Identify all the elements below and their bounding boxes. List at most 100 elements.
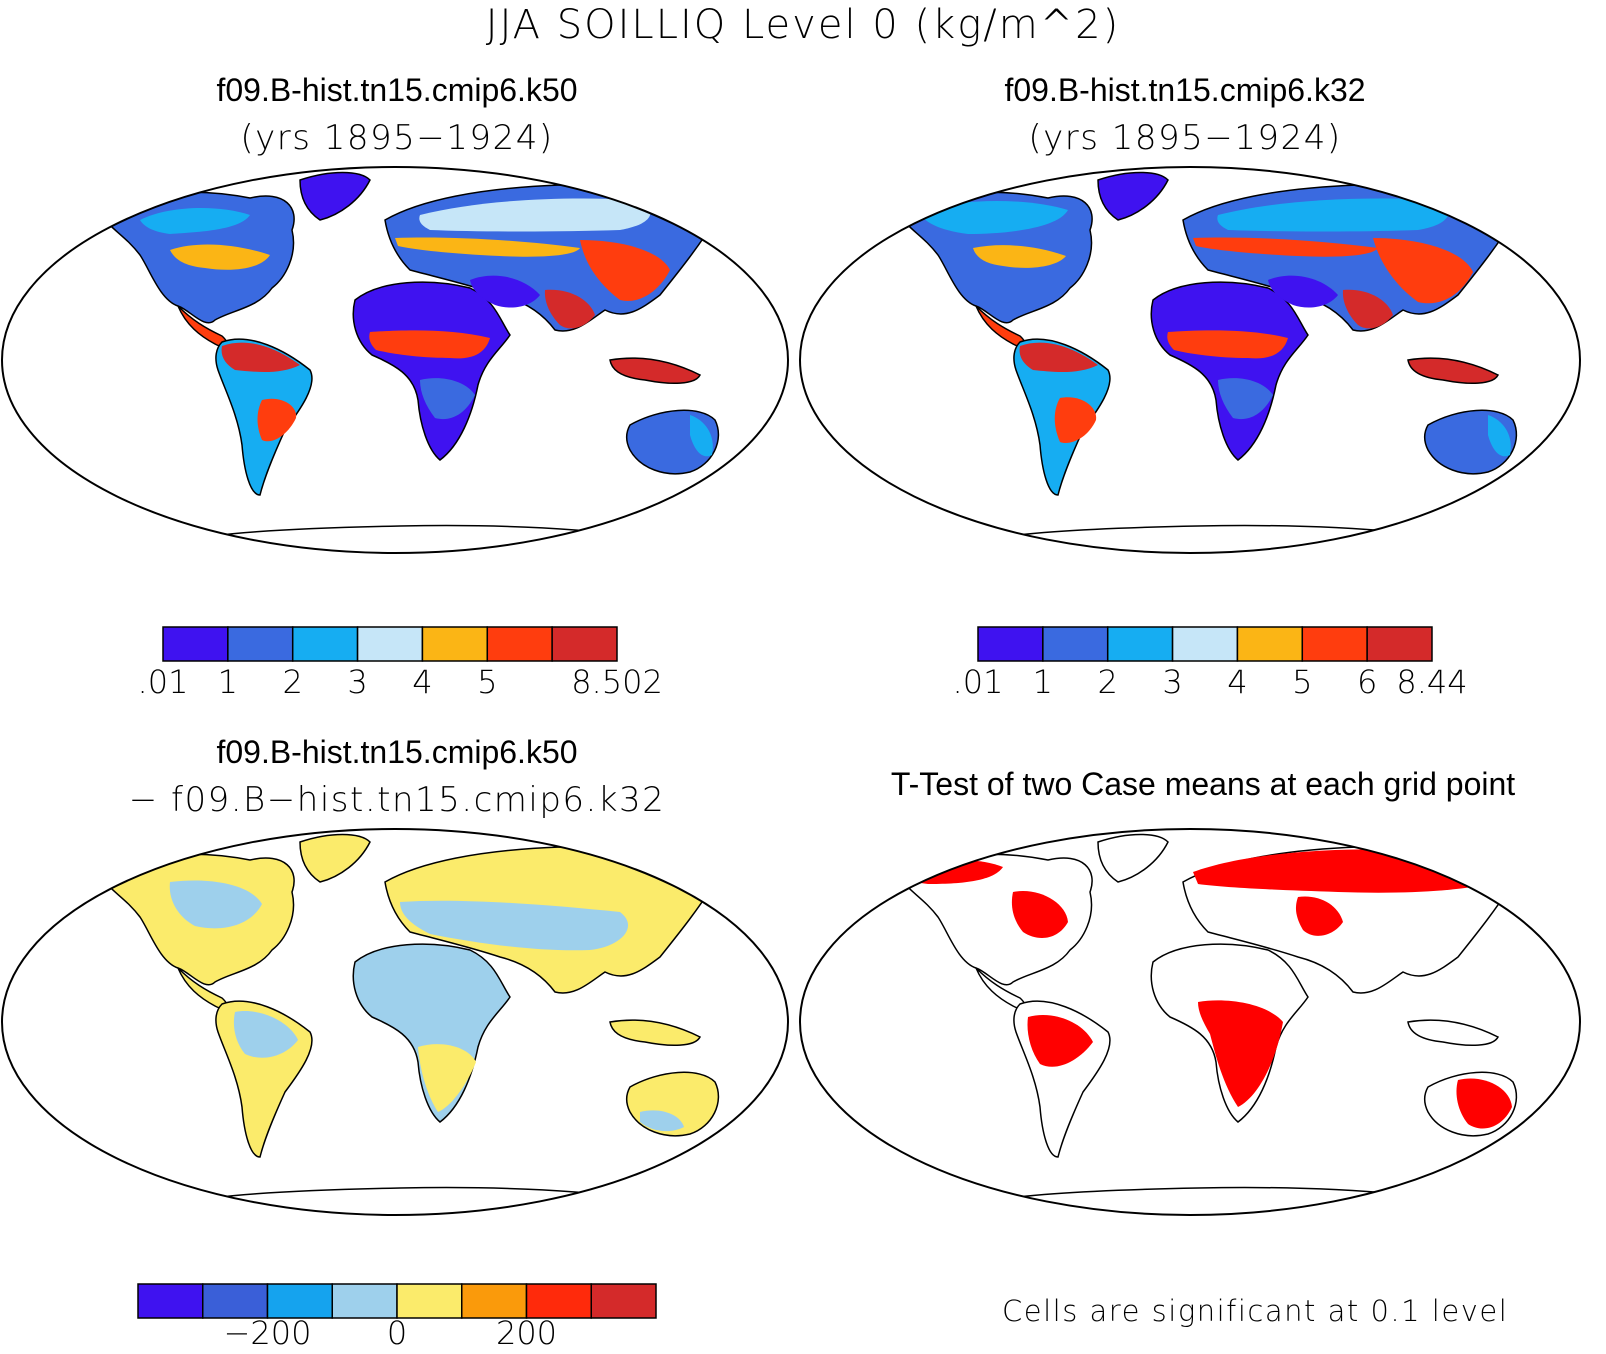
colorbar-swatch	[1171, 626, 1239, 662]
colorbar-tick-label: 3	[347, 663, 368, 701]
colorbar-1-labels: .01 1 2 3 4 5 8.502	[138, 663, 663, 703]
africa-land	[352, 281, 511, 461]
colorbar-swatch	[162, 626, 229, 662]
colorbar-swatch	[1106, 626, 1174, 662]
africa-cyan-south	[420, 378, 475, 420]
africa-land	[1150, 281, 1309, 461]
colorbar-tick-label: 0	[386, 1314, 408, 1352]
greenland-land	[299, 171, 371, 221]
asia-red-east	[1373, 238, 1473, 304]
eurasia-significant	[1193, 849, 1498, 893]
panel-2-title: f09.B-hist.tn15.cmip6.k32	[1004, 72, 1366, 108]
africa-red-band	[1167, 330, 1288, 359]
colorbar-swatch	[266, 1283, 333, 1319]
india-red	[544, 289, 595, 329]
colorbar-swatch	[137, 1283, 204, 1319]
se-asia-islands	[1407, 1019, 1500, 1047]
na-significant-east	[1011, 891, 1068, 938]
eurasia-blue-diff	[400, 900, 629, 951]
eurasia-lightblue-north	[419, 198, 651, 232]
colorbar-tick-label: 5	[477, 663, 498, 701]
panel-2-subtitle: (yrs 1895−1924)	[1028, 118, 1342, 158]
sa-red-amazon	[1019, 342, 1098, 373]
sa-red-southeast	[1054, 397, 1097, 444]
colorbar-swatch	[977, 626, 1044, 662]
significance-note: Cells are significant at 0.1 level	[1002, 1294, 1509, 1328]
colorbar-tick-label: 2	[282, 663, 303, 701]
colorbar-tick-label: −200	[223, 1314, 312, 1352]
colorbar-swatch	[525, 1283, 592, 1319]
colorbar-tick-label: 1	[217, 663, 239, 701]
colorbar-tick-label: 2	[1097, 663, 1118, 701]
eurasia-orange-band	[395, 237, 580, 257]
colorbar-3-swatches	[137, 1283, 657, 1319]
map-panel-2	[799, 166, 1581, 554]
colorbar-3-labels: −200 0 200	[138, 1314, 656, 1354]
colorbar-swatch	[590, 1283, 657, 1319]
na-orange-band	[973, 245, 1066, 268]
antarctica-coast	[149, 1186, 721, 1215]
na-cyan-zone	[140, 208, 250, 234]
sa-significant	[1027, 1014, 1093, 1067]
panel-3-title: f09.B-hist.tn15.cmip6.k50	[216, 734, 578, 770]
australia-blue-diff	[640, 1110, 684, 1132]
australia-cyan-east	[690, 415, 713, 457]
colorbar-tick-label: .01	[137, 663, 189, 701]
africa-significant	[1198, 1000, 1283, 1107]
india-red	[1342, 289, 1393, 329]
na-blue-diff	[169, 880, 262, 929]
colorbar-tick-label: 1	[1032, 663, 1054, 701]
colorbar-swatch	[291, 626, 359, 662]
colorbar-tick-label: 8.502	[571, 663, 663, 701]
africa-cyan-south	[1218, 378, 1273, 420]
middle-east-blue	[470, 275, 540, 308]
colorbar-swatch	[331, 1283, 398, 1319]
colorbar-swatch	[461, 1283, 528, 1319]
colorbar-tick-label: 8.44	[1396, 663, 1468, 701]
eurasia-cyan-north	[1217, 198, 1449, 232]
colorbar-2-swatches	[977, 626, 1433, 662]
colorbar-swatch	[551, 626, 618, 662]
figure-title: JJA SOILLIQ Level 0 (kg/m^2)	[485, 2, 1121, 48]
asia-red-east	[580, 240, 670, 301]
antarctica-coast	[149, 524, 721, 553]
colorbar-1: .01 1 2 3 4 5 8.502	[138, 626, 663, 701]
asia-significant	[1295, 896, 1343, 936]
colorbar-tick-label: 4	[1227, 663, 1248, 701]
africa-land	[352, 943, 511, 1123]
sa-red-amazon	[221, 342, 300, 373]
north-america-land	[897, 853, 1093, 986]
colorbar-3: −200 0 200	[137, 1283, 657, 1352]
greenland-land	[1097, 171, 1169, 221]
australia-cyan-east	[1488, 415, 1511, 457]
australia-significant	[1456, 1078, 1512, 1129]
na-cyan-zone	[918, 201, 1068, 234]
na-orange-band	[170, 244, 270, 270]
greenland-land	[299, 833, 371, 883]
colorbar-swatch	[202, 1283, 269, 1319]
colorbar-swatch	[1301, 626, 1368, 662]
panel-1-subtitle: (yrs 1895−1924)	[240, 118, 554, 158]
colorbar-tick-label: 6	[1356, 663, 1378, 701]
map-panel-1	[1, 166, 789, 554]
colorbar-tick-label: 5	[1292, 663, 1313, 701]
colorbar-swatch	[1236, 626, 1304, 662]
colorbar-2-labels: .01 1 2 3 4 5 6 8.44	[953, 663, 1468, 703]
sa-blue-diff	[233, 1011, 298, 1058]
colorbar-1-swatches	[162, 626, 618, 662]
antarctica-coast	[947, 524, 1519, 553]
panel-1-title: f09.B-hist.tn15.cmip6.k50	[216, 72, 578, 108]
se-asia-islands	[1407, 357, 1500, 385]
map-panel-3	[1, 828, 789, 1216]
greenland-land	[1097, 833, 1169, 883]
eurasia-red-band	[1193, 237, 1378, 257]
colorbar-swatch	[486, 626, 553, 662]
map-2-boundary	[799, 166, 1581, 554]
colorbar-swatch	[227, 626, 294, 662]
map-4-boundary	[799, 828, 1581, 1216]
map-1-boundary	[1, 166, 789, 554]
colorbar-swatch	[396, 1283, 463, 1319]
map-3-boundary	[1, 828, 789, 1216]
map-panel-4	[799, 828, 1581, 1216]
africa-yellow-south	[418, 1044, 476, 1112]
